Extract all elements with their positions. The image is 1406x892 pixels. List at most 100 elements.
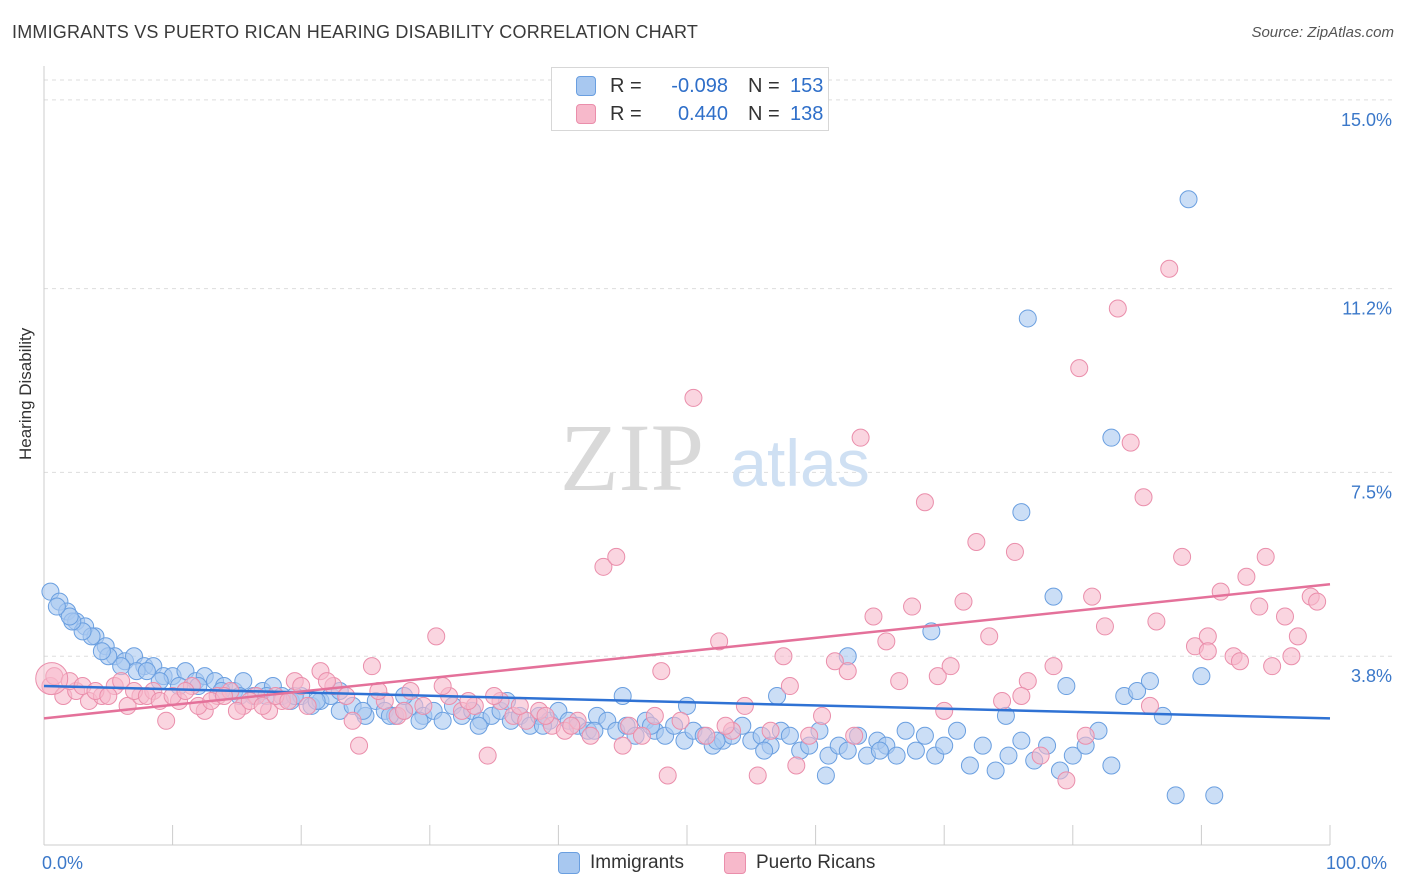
data-point [279, 691, 298, 710]
data-point [343, 711, 362, 730]
data-point [510, 696, 529, 715]
data-point [459, 691, 478, 710]
data-point [903, 597, 922, 616]
data-point [227, 701, 246, 720]
data-point [1140, 696, 1159, 715]
data-point [47, 597, 66, 616]
data-point [362, 657, 381, 676]
data-point [986, 761, 1005, 780]
source-label: Source: ZipAtlas.com [1251, 24, 1394, 41]
legend-n-label: N = [748, 75, 780, 97]
data-point [1095, 617, 1114, 636]
data-point [1031, 746, 1050, 765]
data-point [906, 741, 925, 760]
data-point [780, 677, 799, 696]
legend-item-puerto-ricans[interactable]: Puerto Ricans [724, 852, 875, 874]
data-point [1166, 786, 1185, 805]
trend-lines [43, 582, 1331, 720]
legend-r-label: R = [610, 75, 642, 97]
data-point [735, 696, 754, 715]
data-point [1102, 428, 1121, 447]
data-point [620, 716, 639, 735]
legend-swatch-immigrants [558, 852, 580, 874]
data-point [410, 711, 429, 730]
data-point [1282, 647, 1301, 666]
data-point [652, 662, 671, 681]
data-point [581, 726, 600, 745]
data-point [864, 607, 883, 626]
legend-r-label: R = [610, 103, 642, 125]
data-point [1044, 657, 1063, 676]
data-point [1018, 672, 1037, 691]
gridlines [44, 79, 1392, 657]
data-point [1198, 642, 1217, 661]
data-point [1173, 547, 1192, 566]
trend-line-puerto-ricans [43, 582, 1331, 720]
data-point [1211, 582, 1230, 601]
data-point [1250, 597, 1269, 616]
data-point [613, 736, 632, 755]
legend-label-immigrants: Immigrants [590, 852, 684, 873]
data-point [1275, 607, 1294, 626]
data-point [1153, 706, 1172, 725]
y-tick-label: 3.8% [1351, 666, 1392, 686]
data-point [1057, 771, 1076, 790]
data-point [427, 627, 446, 646]
data-point [401, 682, 420, 701]
data-point [960, 756, 979, 775]
data-point [536, 706, 555, 725]
data-point [896, 721, 915, 740]
data-point [176, 682, 195, 701]
legend-row-immigrants: R = -0.098 N = 153 [576, 72, 823, 100]
data-point [870, 741, 889, 760]
legend-r-value: -0.098 [671, 75, 728, 97]
data-point [710, 632, 729, 651]
data-point [1179, 190, 1198, 209]
legend-row-puerto-ricans: R = 0.440 N = 138 [576, 100, 823, 128]
legend-r-value: 0.440 [677, 103, 728, 125]
y-tick-label: 7.5% [1351, 482, 1392, 502]
data-point [658, 766, 677, 785]
data-point [1063, 746, 1082, 765]
legend-n-value: 138 [790, 103, 824, 125]
data-point [928, 667, 947, 686]
data-point [684, 388, 703, 407]
legend-n-value: 153 [790, 75, 824, 97]
data-point [478, 746, 497, 765]
legend-item-immigrants[interactable]: Immigrants [558, 852, 684, 874]
data-point [157, 711, 176, 730]
data-point [697, 726, 716, 745]
data-point [816, 766, 835, 785]
data-point [469, 716, 488, 735]
data-point [137, 662, 156, 681]
data-point [851, 428, 870, 447]
data-point [954, 592, 973, 611]
data-point [845, 726, 864, 745]
data-point [915, 493, 934, 512]
data-point [980, 627, 999, 646]
data-point [1012, 686, 1031, 705]
data-point [1018, 309, 1037, 328]
data-point [671, 711, 690, 730]
watermark-atlas: atlas [730, 426, 869, 500]
correlation-legend: R = -0.098 N = 153 R = 0.440 N = 138 [551, 67, 829, 131]
data-point [838, 741, 857, 760]
x-tick-label-min: 0.0% [42, 853, 84, 873]
data-point [60, 607, 79, 626]
data-point [887, 746, 906, 765]
data-point [35, 662, 69, 696]
data-point [414, 696, 433, 715]
data-point [1134, 488, 1153, 507]
data-point [1102, 756, 1121, 775]
data-point [941, 657, 960, 676]
data-point [716, 716, 735, 735]
legend-swatch-immigrants [576, 76, 596, 96]
data-point [99, 686, 118, 705]
data-point [780, 726, 799, 745]
data-point [993, 691, 1012, 710]
data-point [967, 532, 986, 551]
data-point [632, 726, 651, 745]
y-tick-labels: 3.8% 7.5% 11.2% 15.0% [1341, 110, 1392, 686]
data-point [395, 701, 414, 720]
